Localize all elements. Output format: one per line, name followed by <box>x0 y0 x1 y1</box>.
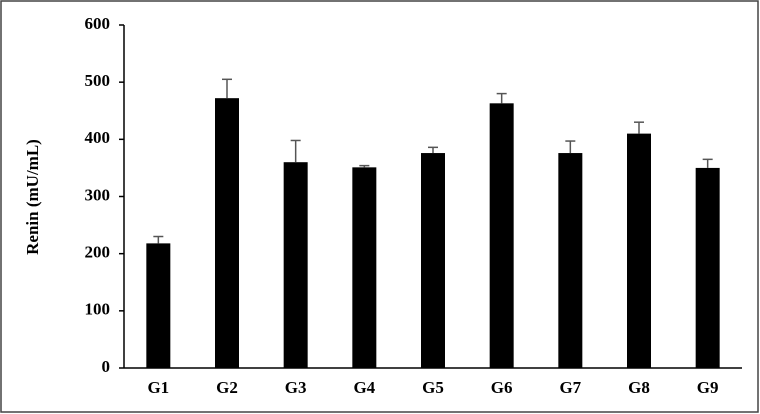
error-bar <box>496 92 507 104</box>
y-axis-label: Renin (mU/mL) <box>23 139 42 255</box>
y-tick-label: 600 <box>85 14 111 33</box>
bar <box>558 153 583 368</box>
error-bar <box>359 164 370 168</box>
x-tick-label: G6 <box>491 378 513 397</box>
y-tick-label: 500 <box>85 71 111 90</box>
x-tick-label: G3 <box>285 378 307 397</box>
bar <box>421 153 445 368</box>
error-bar <box>702 158 713 168</box>
error-bar <box>634 121 644 134</box>
bar <box>215 98 239 368</box>
y-tick-label: 100 <box>85 300 111 319</box>
bar <box>352 167 377 368</box>
x-tick-label: G8 <box>628 378 650 397</box>
x-tick-label: G4 <box>353 378 375 397</box>
bar <box>283 162 308 368</box>
error-bar <box>153 235 164 244</box>
bar <box>695 167 720 368</box>
bar <box>489 103 514 369</box>
error-bar <box>565 140 576 154</box>
x-tick-label: G9 <box>697 378 719 397</box>
x-tick-label: G2 <box>216 378 238 397</box>
y-tick-label: 400 <box>85 128 111 147</box>
y-tick-label: 300 <box>85 185 111 204</box>
error-bar <box>222 78 232 99</box>
error-bar <box>290 139 301 163</box>
x-tick-label: G1 <box>147 378 169 397</box>
bar <box>627 133 651 368</box>
y-tick-label: 0 <box>102 357 111 376</box>
y-tick-label: 200 <box>85 243 111 262</box>
error-bar <box>428 146 438 154</box>
x-tick-label: G7 <box>559 378 581 397</box>
x-tick-label: G5 <box>422 378 444 397</box>
bar <box>146 243 171 368</box>
